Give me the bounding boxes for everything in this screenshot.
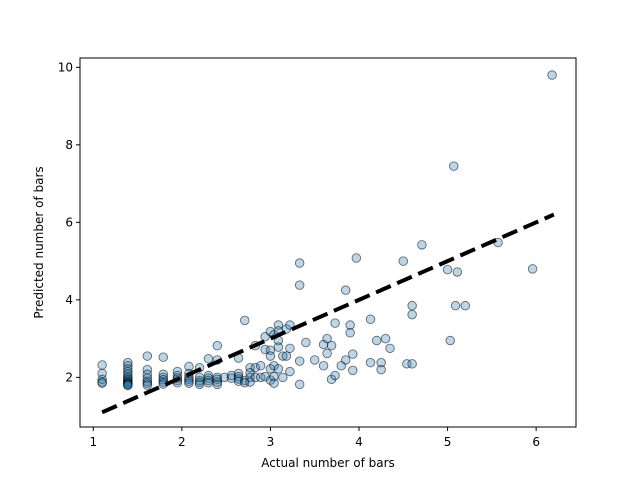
data-point — [340, 355, 351, 365]
data-point — [255, 361, 266, 371]
x-tick-label: 1 — [89, 435, 97, 449]
data-point — [158, 352, 169, 362]
data-point — [345, 328, 355, 338]
x-tick-label: 5 — [444, 435, 452, 449]
y-axis-label: Predicted number of bars — [32, 166, 46, 318]
data-point — [527, 264, 538, 274]
data-point — [158, 369, 169, 380]
data-point — [250, 362, 261, 373]
data-point — [449, 161, 459, 171]
data-point — [212, 377, 223, 387]
data-point — [265, 351, 276, 361]
data-point — [371, 335, 382, 346]
data-point — [301, 337, 311, 348]
data-point — [445, 335, 455, 346]
x-tick-label: 4 — [355, 435, 363, 449]
data-point — [351, 253, 362, 263]
data-point — [285, 366, 295, 377]
data-point — [294, 258, 305, 268]
data-point — [184, 378, 194, 388]
data-point — [318, 361, 329, 371]
x-axis-label: Actual number of bars — [261, 456, 395, 470]
x-tick-label: 6 — [532, 435, 540, 449]
data-point — [294, 356, 305, 366]
x-tick-label: 3 — [267, 435, 275, 449]
data-point — [233, 368, 244, 379]
data-point — [450, 300, 461, 311]
data-point — [407, 300, 417, 311]
y-tick-label: 2 — [65, 370, 73, 384]
data-point — [203, 370, 214, 381]
x-tick-label: 2 — [178, 435, 186, 449]
data-point — [322, 333, 332, 344]
data-point — [142, 380, 153, 390]
data-point — [294, 379, 305, 390]
x-axis-ticks: 1 2 3 4 5 6 — [89, 427, 540, 449]
data-point — [239, 375, 250, 386]
data-point — [345, 320, 355, 330]
data-point — [142, 351, 153, 361]
data-point — [442, 264, 453, 275]
data-point — [547, 70, 557, 80]
data-point — [203, 354, 214, 364]
data-point — [348, 365, 358, 376]
data-point — [212, 374, 223, 385]
data-point — [278, 351, 288, 361]
data-point — [219, 372, 230, 383]
y-tick-label: 6 — [65, 215, 73, 229]
data-point — [330, 370, 340, 381]
y-tick-label: 4 — [65, 293, 73, 307]
data-point — [294, 280, 305, 290]
data-point — [398, 256, 409, 266]
points-layer — [97, 70, 557, 391]
data-point — [281, 351, 292, 361]
data-point — [309, 355, 320, 365]
data-point — [365, 357, 376, 368]
data-point — [97, 360, 107, 370]
data-point — [123, 380, 133, 391]
data-point — [269, 378, 279, 388]
data-point — [407, 359, 417, 369]
data-point — [340, 285, 351, 295]
data-point — [330, 318, 340, 328]
plot-frame — [79, 57, 577, 428]
data-point — [245, 377, 255, 387]
data-point — [322, 348, 332, 359]
data-point — [203, 378, 214, 388]
y-tick-label: 8 — [65, 138, 73, 152]
data-point — [460, 300, 471, 311]
y-axis-ticks: 2 4 6 8 10 — [58, 60, 80, 384]
data-point — [123, 364, 133, 374]
data-point — [365, 314, 376, 325]
data-point — [184, 361, 194, 372]
data-point — [273, 342, 284, 352]
data-point — [212, 379, 223, 390]
data-point — [194, 379, 205, 390]
data-point — [402, 359, 412, 369]
data-point — [212, 340, 223, 351]
y-tick-label: 10 — [58, 60, 73, 74]
data-point — [250, 372, 261, 383]
data-point — [326, 340, 337, 351]
data-point — [348, 349, 358, 359]
data-point — [318, 339, 329, 350]
data-point — [385, 343, 395, 354]
data-point — [407, 309, 417, 320]
data-point — [245, 362, 255, 373]
fit-line — [101, 212, 555, 415]
data-point — [142, 373, 153, 383]
data-point — [376, 364, 386, 375]
data-point — [376, 357, 386, 368]
data-point — [97, 378, 107, 388]
data-point — [273, 364, 284, 374]
data-point — [285, 343, 295, 354]
data-point — [452, 267, 463, 277]
data-point — [278, 372, 288, 383]
data-point — [239, 315, 250, 326]
data-point — [380, 333, 391, 344]
data-point — [417, 240, 427, 250]
